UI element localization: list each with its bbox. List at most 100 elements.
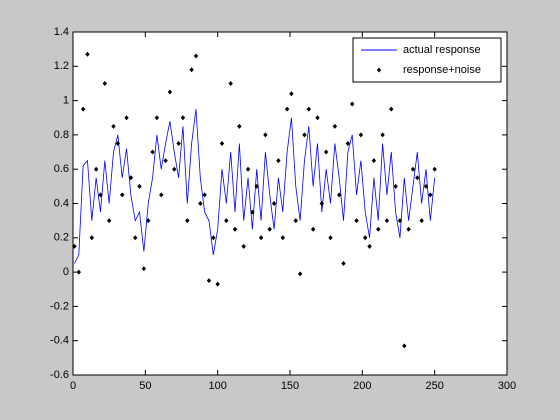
data-point xyxy=(393,183,398,189)
data-point xyxy=(76,269,81,275)
data-point xyxy=(106,218,112,224)
data-point xyxy=(224,218,229,224)
data-point xyxy=(172,166,177,172)
data-point xyxy=(323,149,329,155)
data-point xyxy=(432,166,437,172)
data-point xyxy=(363,235,368,241)
y-tick-label: 0 xyxy=(63,266,69,278)
series-line xyxy=(74,109,436,264)
y-tick-label: 1.2 xyxy=(54,60,69,72)
data-point xyxy=(419,218,424,224)
data-point xyxy=(150,149,155,155)
x-tick-label: 150 xyxy=(281,380,299,392)
data-point xyxy=(258,235,264,241)
data-point xyxy=(154,115,160,121)
data-point xyxy=(185,218,190,224)
legend-box xyxy=(352,37,502,83)
data-point xyxy=(371,158,377,164)
data-point xyxy=(232,226,238,232)
data-point xyxy=(332,123,338,129)
data-point xyxy=(163,158,168,164)
data-point xyxy=(302,132,307,138)
data-point xyxy=(306,106,312,112)
data-point xyxy=(250,209,255,215)
data-point xyxy=(141,266,147,272)
data-point xyxy=(358,132,364,138)
data-point xyxy=(380,132,385,138)
data-point xyxy=(119,192,125,198)
data-point xyxy=(206,278,212,284)
data-point xyxy=(215,281,220,287)
data-point xyxy=(72,243,77,249)
data-point xyxy=(293,218,298,224)
data-point xyxy=(167,89,173,95)
data-point xyxy=(289,91,294,97)
data-point xyxy=(241,243,246,249)
x-tick-label: 100 xyxy=(208,380,226,392)
y-tick-label: 0.2 xyxy=(54,232,69,244)
data-point xyxy=(202,192,207,198)
data-point xyxy=(237,123,242,129)
data-point xyxy=(276,158,281,164)
data-point xyxy=(280,235,285,241)
data-point xyxy=(267,226,272,232)
data-point xyxy=(263,132,268,138)
y-tick-label: 1.4 xyxy=(54,26,69,38)
data-point xyxy=(93,166,99,172)
x-tick-label: 200 xyxy=(353,380,371,392)
data-point xyxy=(297,271,303,277)
data-point xyxy=(193,53,199,59)
legend-marker xyxy=(376,67,382,73)
data-point xyxy=(180,115,186,121)
data-point xyxy=(406,226,411,232)
data-point xyxy=(328,235,333,241)
data-point xyxy=(219,140,225,146)
data-point xyxy=(159,192,164,198)
data-point xyxy=(102,80,108,86)
data-point xyxy=(384,218,390,224)
data-point xyxy=(198,201,203,206)
data-point xyxy=(176,140,181,146)
data-point xyxy=(428,192,433,198)
data-point xyxy=(410,166,416,172)
x-tick-label: 50 xyxy=(139,380,151,392)
data-point xyxy=(319,201,325,206)
data-point xyxy=(89,235,95,241)
legend-label: response+noise xyxy=(403,64,481,76)
data-point xyxy=(389,106,394,112)
data-point xyxy=(284,106,290,112)
data-point xyxy=(189,67,194,73)
data-point xyxy=(415,175,420,181)
data-point xyxy=(376,226,381,232)
y-tick-label: 1 xyxy=(63,95,69,107)
data-point xyxy=(341,261,346,267)
y-tick-label: 0.4 xyxy=(54,197,69,209)
data-point xyxy=(111,123,116,129)
y-tick-label: 0.8 xyxy=(54,129,69,141)
data-point xyxy=(124,115,129,121)
data-point xyxy=(315,115,320,121)
data-point xyxy=(245,166,251,172)
y-tick-label: 0.6 xyxy=(54,163,69,175)
data-point xyxy=(402,343,407,349)
data-point xyxy=(137,183,142,189)
data-point xyxy=(211,235,216,241)
x-tick-label: 250 xyxy=(425,380,443,392)
data-point xyxy=(254,183,259,189)
data-point xyxy=(336,192,342,198)
data-point xyxy=(146,218,151,224)
data-point xyxy=(350,101,355,107)
data-point xyxy=(98,192,103,198)
data-point xyxy=(397,218,403,224)
y-tick-label: -0.4 xyxy=(50,335,69,347)
data-point xyxy=(423,183,429,189)
y-tick-label: -0.2 xyxy=(50,300,69,312)
data-point xyxy=(128,175,134,181)
data-point xyxy=(228,80,233,86)
data-point xyxy=(367,243,372,249)
data-point xyxy=(133,235,138,241)
x-tick-label: 300 xyxy=(498,380,516,392)
data-point xyxy=(115,140,121,146)
data-point xyxy=(354,218,359,224)
